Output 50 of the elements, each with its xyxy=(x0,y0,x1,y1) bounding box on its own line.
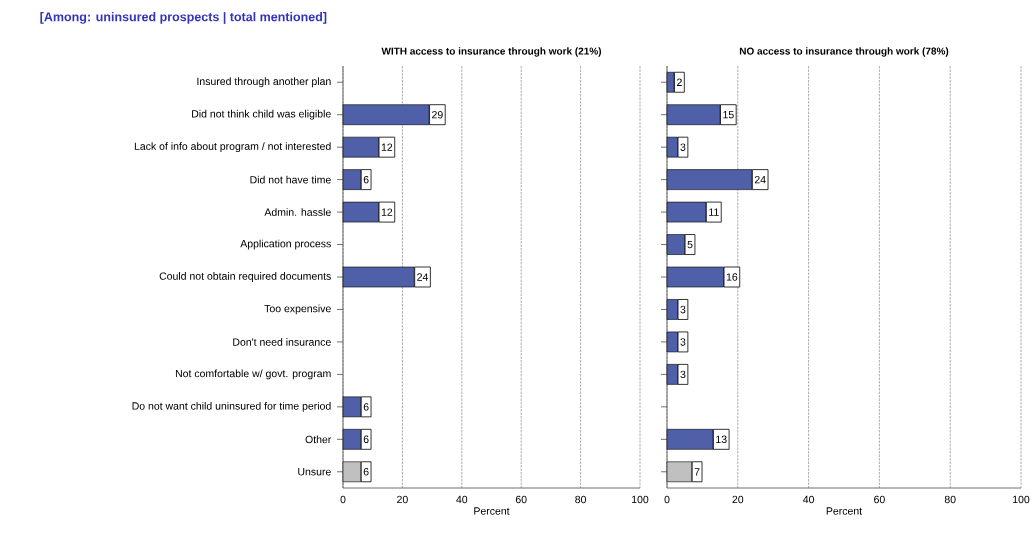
y-tick-label: Could not obtain required documents xyxy=(159,272,331,282)
y-tick-label: Do not want child uninsured for time period xyxy=(132,401,331,412)
x-axis-title: Percent xyxy=(826,507,863,515)
data-label: 11 xyxy=(709,208,719,216)
y-tick-label: Not comfortable w/ govt. program xyxy=(175,369,331,380)
y-tick-label: Lack of info about program / not interested xyxy=(134,142,331,153)
y-tick-label: Application process xyxy=(240,239,331,250)
data-label: 24 xyxy=(754,175,766,184)
data-label: 29 xyxy=(432,110,443,119)
y-tick-label: Don't need insurance xyxy=(233,338,331,346)
y-tick-label: Other xyxy=(305,435,332,444)
y-tick-label: Did not have time xyxy=(250,175,331,184)
chart-subtitle: WITH access to insurance through work (21%) xyxy=(381,47,602,57)
data-label: 13 xyxy=(716,435,727,444)
y-tick-label: Admin. hassle xyxy=(264,208,331,216)
x-tick-label: 0 xyxy=(664,495,670,504)
data-label: 2 xyxy=(677,78,682,86)
text: [Among: uninsured prospects | total mentioned] xyxy=(40,12,327,24)
data-label: 3 xyxy=(680,143,686,151)
data-label: 6 xyxy=(363,468,369,476)
x-axis-title: Percent xyxy=(474,507,510,515)
data-label: 6 xyxy=(363,403,369,411)
x-tick-label: 80 xyxy=(944,495,956,504)
x-tick-label: 60 xyxy=(874,495,885,504)
data-label: 5 xyxy=(687,240,693,249)
data-label: 12 xyxy=(381,208,393,216)
x-tick-label: 40 xyxy=(456,495,468,504)
data-label: 16 xyxy=(726,273,738,281)
y-tick-label: Did not think child was eligible xyxy=(192,109,331,120)
x-tick-label: 40 xyxy=(803,495,815,504)
x-tick-label: 100 xyxy=(1013,495,1030,504)
data-label: 12 xyxy=(381,143,393,151)
data-label: 6 xyxy=(363,435,369,444)
x-tick-label: 60 xyxy=(515,495,527,504)
chart-title: NO access to insurance through work (78%) xyxy=(739,47,949,57)
x-tick-label: 20 xyxy=(397,495,408,504)
data-label: 24 xyxy=(417,273,429,281)
x-tick-label: 80 xyxy=(575,495,587,504)
data-label: 3 xyxy=(680,370,686,379)
y-tick-label: Insured through another plan xyxy=(197,77,331,88)
data-label: 15 xyxy=(723,111,734,119)
y-tick-label: Too expensive xyxy=(264,304,331,315)
x-tick-label: 100 xyxy=(632,495,649,504)
x-tick-label: 20 xyxy=(732,495,744,504)
data-label: 3 xyxy=(680,338,686,346)
y-tick-label: Unsure xyxy=(298,468,331,476)
data-label: 6 xyxy=(363,175,369,184)
data-label: 7 xyxy=(694,468,700,476)
x-tick-label: 0 xyxy=(340,495,346,504)
data-label: 3 xyxy=(680,305,686,314)
